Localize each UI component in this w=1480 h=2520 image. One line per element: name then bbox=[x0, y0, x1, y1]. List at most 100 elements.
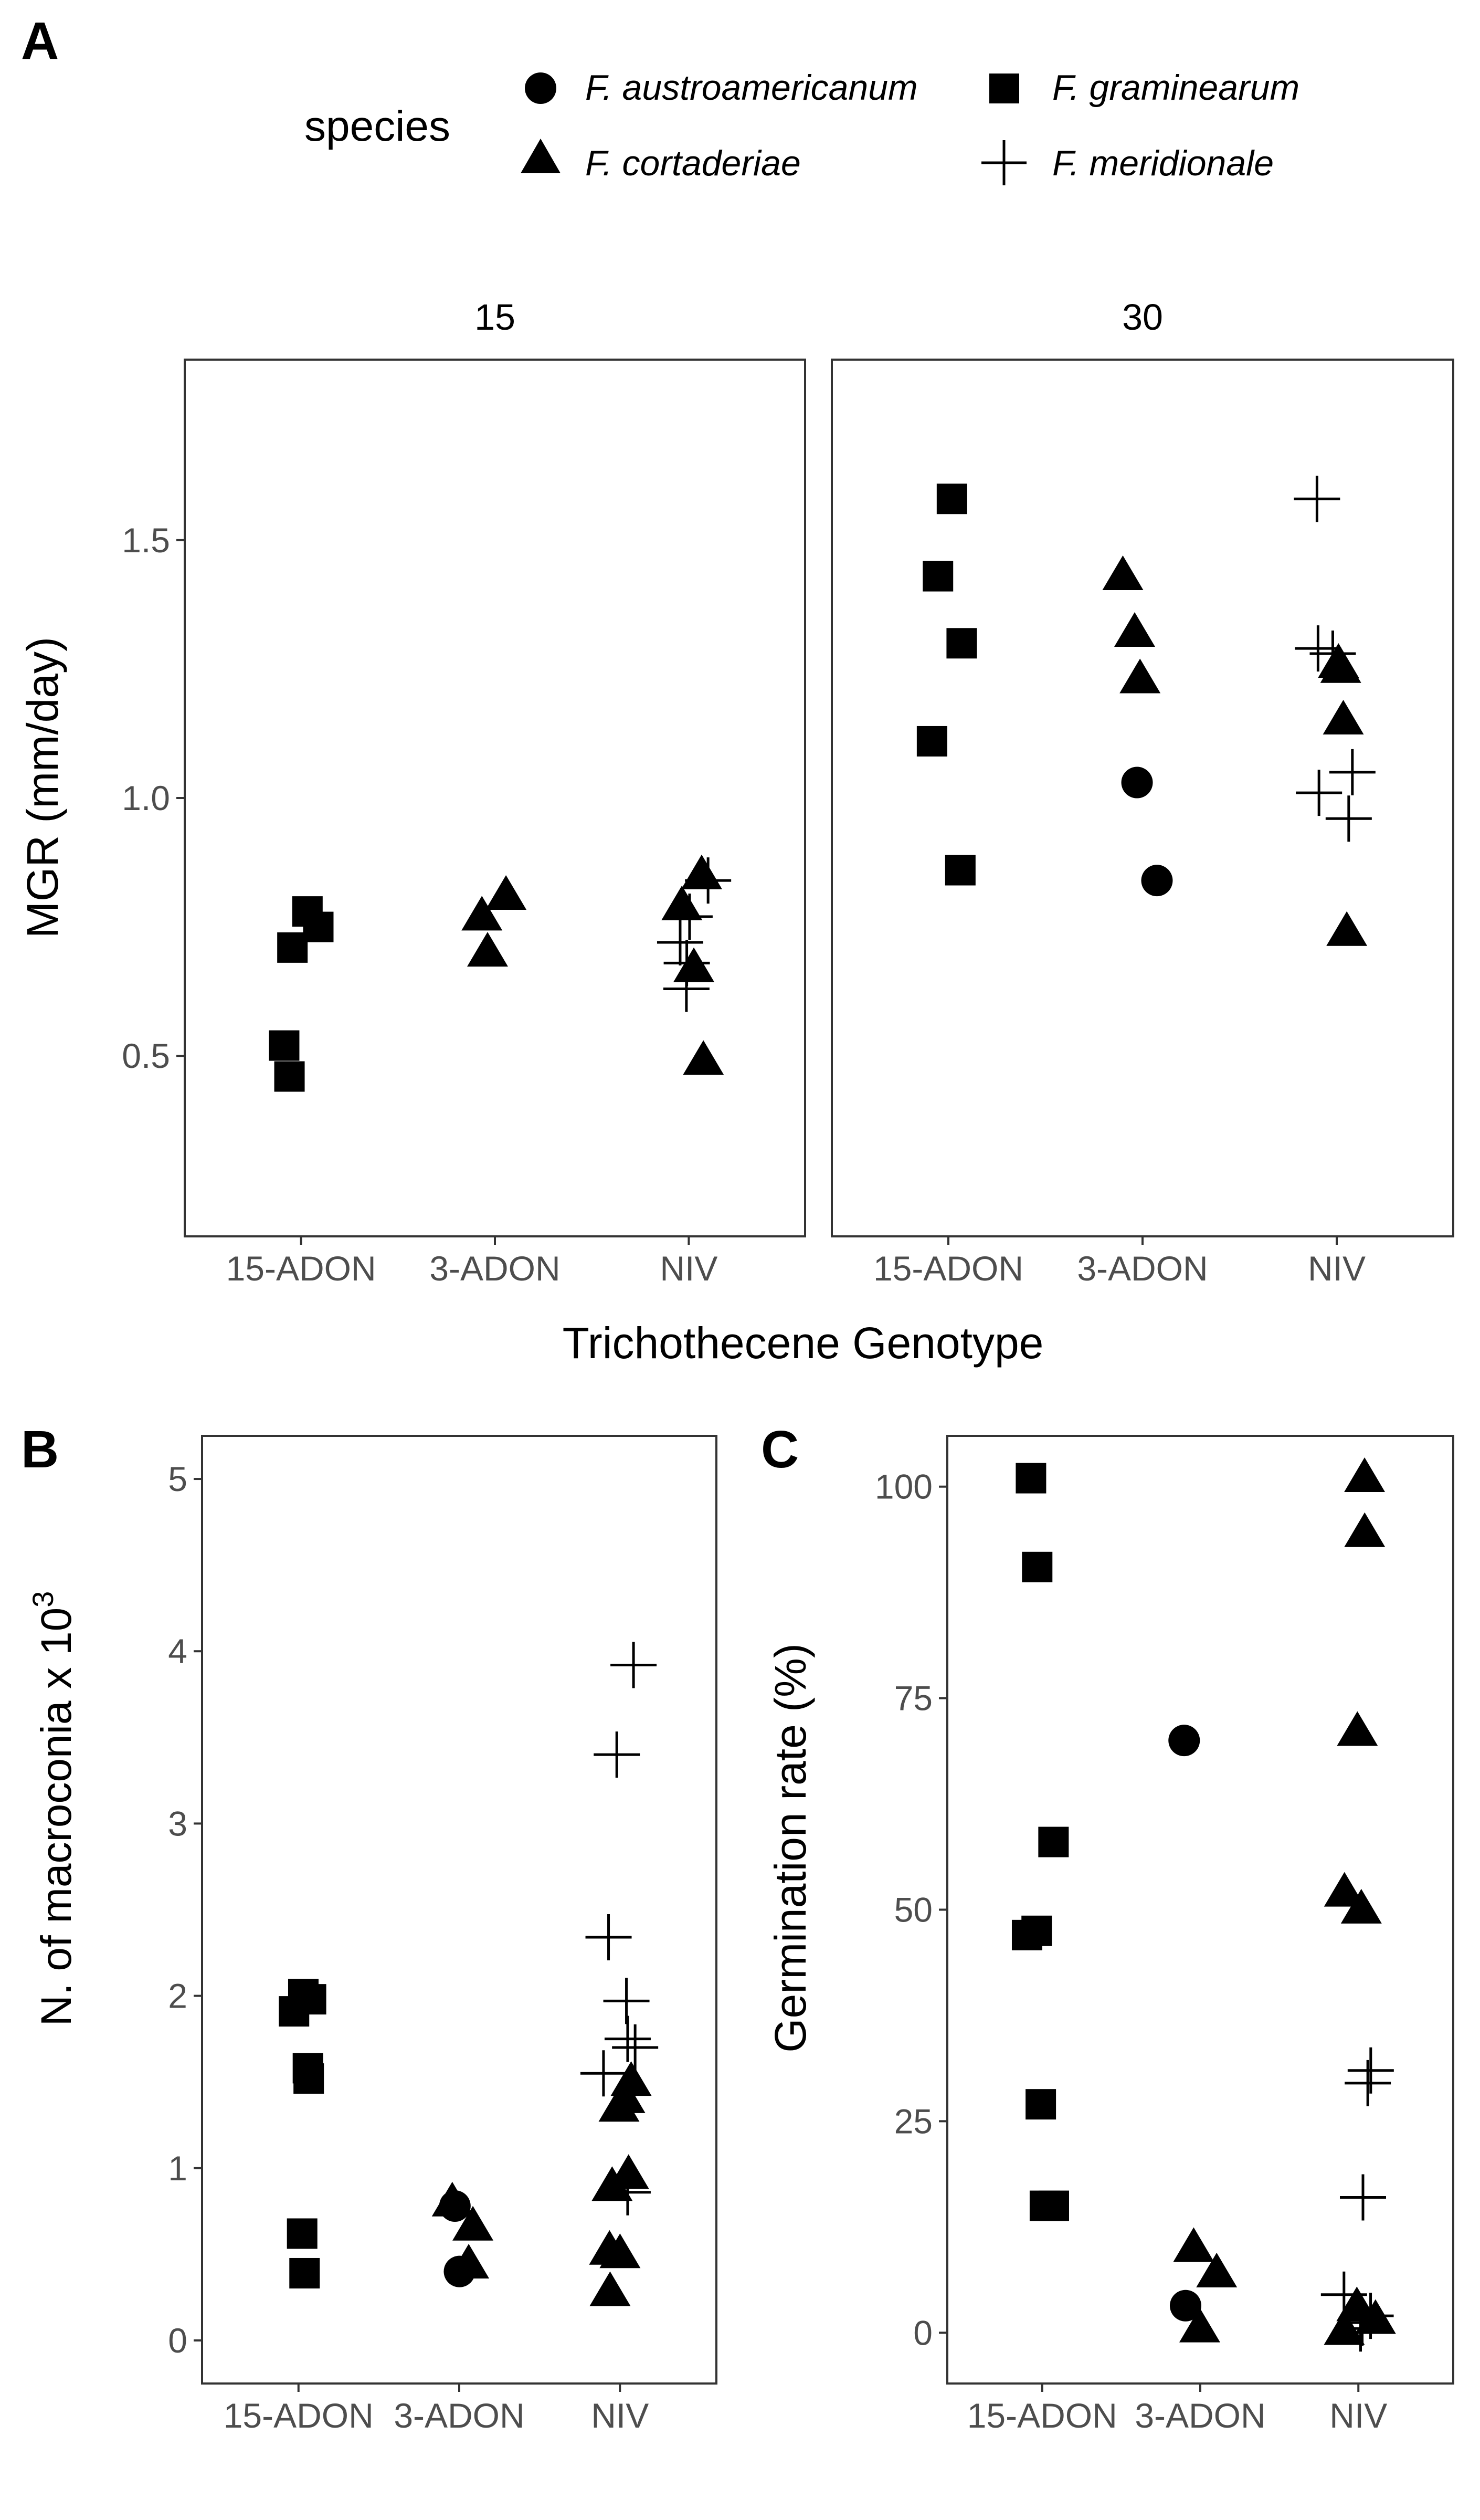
legend-entry-cortaderiae: F. cortaderiae bbox=[521, 139, 801, 183]
series-circle bbox=[1168, 1725, 1202, 2322]
panel-c-ylabel: Germination rate (%) bbox=[766, 1643, 815, 2053]
legend-entry-graminearum: F. graminearum bbox=[989, 68, 1299, 108]
data-point-square bbox=[916, 726, 947, 757]
series-square bbox=[916, 484, 977, 886]
data-point-square bbox=[923, 561, 954, 592]
plot-panel: 0 25 50 75 100 15-ADON 3-ADON NIV bbox=[875, 1435, 1454, 2435]
panel-b-ylabel: N. of macroconia x 103 bbox=[26, 1591, 80, 2026]
y-tick-label: 0 bbox=[913, 2313, 933, 2352]
data-point-square bbox=[269, 1030, 300, 1061]
data-point-triangle bbox=[589, 2271, 631, 2306]
data-point-triangle bbox=[485, 875, 527, 910]
y-tick-label: 50 bbox=[894, 1891, 933, 1929]
data-point-plus bbox=[604, 2169, 651, 2216]
series-circle bbox=[439, 2190, 475, 2287]
data-point-plus bbox=[1347, 2293, 1394, 2339]
data-point-plus bbox=[1325, 795, 1372, 842]
data-point-triangle bbox=[1102, 555, 1144, 590]
data-point-triangle bbox=[1179, 2307, 1220, 2343]
data-point-circle bbox=[1170, 2290, 1202, 2322]
y-tick-label: 1.5 bbox=[122, 521, 170, 560]
data-point-triangle bbox=[599, 2233, 641, 2269]
y-tick-label: 0 bbox=[168, 2321, 187, 2360]
data-point-square bbox=[303, 911, 334, 942]
x-tick-label: 3-ADON bbox=[1077, 1249, 1208, 1288]
legend-label: F. meridionale bbox=[1052, 143, 1274, 183]
y-tick-label: 75 bbox=[894, 1679, 933, 1718]
data-point-square bbox=[279, 1996, 310, 2027]
data-point-plus bbox=[1347, 2047, 1394, 2094]
data-point-triangle bbox=[1119, 658, 1161, 694]
data-point-square bbox=[293, 2063, 324, 2094]
y-tick-label: 100 bbox=[875, 1467, 933, 1506]
panel-label-c: C bbox=[761, 1420, 799, 1479]
panel-label-a: A bbox=[21, 12, 59, 70]
x-tick-label: NIV bbox=[660, 1249, 717, 1288]
data-point-triangle bbox=[1337, 1711, 1378, 1746]
data-point-triangle bbox=[452, 2206, 494, 2241]
data-point-plus bbox=[1294, 476, 1340, 522]
data-point-triangle bbox=[1340, 1888, 1382, 1924]
data-point-triangle bbox=[1326, 911, 1368, 946]
series-square bbox=[279, 1979, 326, 2288]
data-point-square bbox=[1038, 1826, 1069, 1857]
legend: species F. austroamericanum F. graminear… bbox=[304, 68, 1299, 185]
x-tick-label: 3-ADON bbox=[1135, 2396, 1265, 2435]
data-point-triangle bbox=[683, 1040, 724, 1075]
data-point-plus bbox=[1337, 2305, 1384, 2352]
data-point-circle bbox=[1168, 1725, 1200, 1757]
data-point-plus bbox=[1339, 2174, 1386, 2221]
data-point-triangle bbox=[1324, 1872, 1365, 1907]
data-point-plus bbox=[585, 1914, 632, 1961]
data-point-triangle bbox=[1114, 612, 1155, 647]
data-point-circle bbox=[439, 2190, 471, 2222]
data-point-triangle bbox=[673, 947, 715, 982]
data-point-plus bbox=[1345, 2060, 1391, 2106]
data-point-square bbox=[946, 628, 977, 659]
x-tick-label: NIV bbox=[1308, 1249, 1366, 1288]
legend-triangle-marker bbox=[521, 139, 561, 173]
data-point-circle bbox=[1121, 766, 1153, 799]
data-point-plus bbox=[610, 1642, 657, 1688]
data-point-triangle bbox=[467, 932, 508, 967]
data-point-triangle bbox=[598, 2087, 640, 2122]
data-point-plus bbox=[580, 2050, 627, 2097]
legend-entry-austroamericanum: F. austroamericanum bbox=[525, 68, 918, 108]
data-point-plus bbox=[1339, 2299, 1386, 2346]
y-tick-label: 25 bbox=[894, 2102, 933, 2140]
data-point-square bbox=[289, 2258, 320, 2288]
data-point-plus bbox=[612, 2024, 659, 2071]
data-point-circle bbox=[1141, 865, 1173, 897]
data-point-triangle bbox=[1320, 648, 1361, 683]
data-point-triangle bbox=[1173, 2227, 1214, 2262]
plot-panel: 0 1 2 3 4 5 15-ADON 3-ADON NIV bbox=[168, 1435, 717, 2435]
data-point-plus bbox=[594, 1731, 640, 1778]
legend-entry-meridionale: F. meridionale bbox=[981, 140, 1274, 185]
data-point-triangle bbox=[1196, 2252, 1238, 2287]
data-point-triangle bbox=[681, 854, 722, 889]
series-square bbox=[269, 896, 334, 1092]
series-circle bbox=[1121, 766, 1173, 897]
y-tick-label: 2 bbox=[168, 1977, 187, 2015]
data-point-square bbox=[1029, 2190, 1060, 2221]
panel-border bbox=[201, 1435, 717, 2385]
series-plus bbox=[1320, 2047, 1394, 2352]
data-point-plus bbox=[657, 919, 703, 966]
plot-panel: 15-ADON 3-ADON NIV bbox=[831, 359, 1454, 1288]
data-point-square bbox=[1016, 1463, 1046, 1494]
panel-a-xlabel: Trichothecene Genotype bbox=[563, 1318, 1044, 1368]
x-tick-label: NIV bbox=[591, 2396, 649, 2435]
facet-strip-label: 15 bbox=[474, 297, 515, 338]
data-point-plus bbox=[604, 2015, 651, 2062]
data-point-square bbox=[1022, 1551, 1053, 1582]
legend-label: F. cortaderiae bbox=[585, 143, 801, 183]
y-tick-label: 0.5 bbox=[122, 1036, 170, 1075]
data-point-circle bbox=[443, 2255, 475, 2287]
data-point-triangle bbox=[461, 896, 503, 931]
data-point-square bbox=[945, 855, 976, 886]
panel-label-b: B bbox=[21, 1420, 59, 1479]
data-point-plus bbox=[1309, 630, 1356, 677]
data-point-square bbox=[274, 1061, 305, 1092]
legend-label: F. graminearum bbox=[1052, 68, 1299, 108]
data-point-plus bbox=[663, 965, 710, 1012]
